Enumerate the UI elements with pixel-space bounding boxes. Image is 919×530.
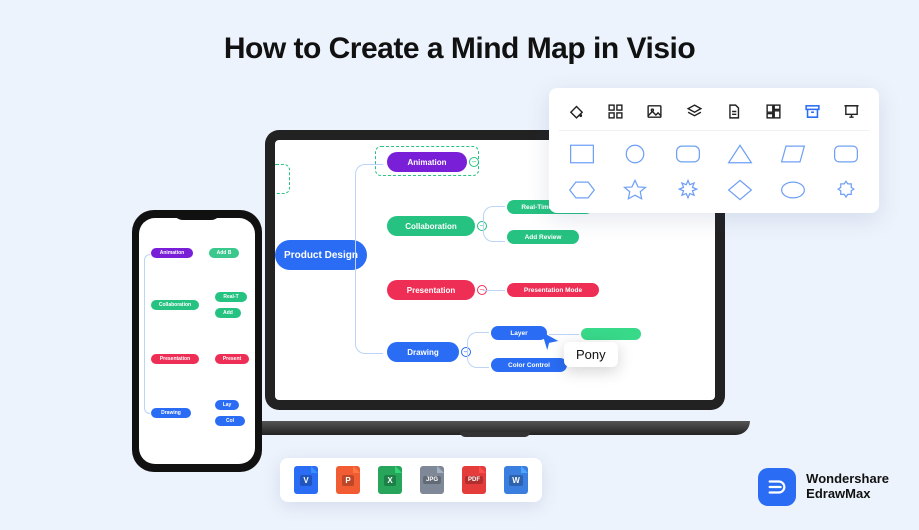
divider	[559, 130, 869, 131]
phone-notch	[173, 210, 221, 220]
phone-leaf[interactable]: Lay	[215, 400, 239, 410]
connector	[355, 164, 383, 354]
phone-leaf[interactable]: Add	[215, 308, 241, 318]
laptop-base	[240, 421, 750, 435]
file-visio-icon[interactable]: V	[294, 466, 318, 494]
brand-text: Wondershare EdrawMax	[806, 472, 889, 502]
file-pdf-icon[interactable]: PDF	[462, 466, 486, 494]
cursor-label: Pony	[564, 342, 618, 367]
brand-lockup: Wondershare EdrawMax	[758, 468, 889, 506]
connector	[483, 206, 505, 242]
branch-drawing[interactable]: Drawing	[387, 342, 459, 362]
shape-triangle[interactable]	[724, 141, 756, 167]
shape-roundrect[interactable]	[672, 141, 704, 167]
phone-canvas: Animation Add B Collaboration Real-T Add…	[139, 218, 255, 464]
archive-icon[interactable]	[802, 100, 824, 122]
cursor-icon	[539, 330, 561, 352]
file-jpg-icon[interactable]: JPG	[420, 466, 444, 494]
shape-toolbar-panel	[549, 88, 879, 213]
connector	[144, 254, 150, 414]
paint-bucket-icon[interactable]	[565, 100, 587, 122]
selection-box	[275, 164, 290, 194]
shape-burst[interactable]	[672, 177, 704, 203]
collapse-icon[interactable]	[469, 157, 479, 167]
phone-branch-collaboration[interactable]: Collaboration	[151, 300, 199, 310]
shape-roundrect-2[interactable]	[830, 141, 862, 167]
dashboard-icon[interactable]	[762, 100, 784, 122]
layers-icon[interactable]	[683, 100, 705, 122]
phone-leaf[interactable]: Add B	[209, 248, 239, 258]
shape-parallelogram[interactable]	[777, 141, 809, 167]
file-excel-icon[interactable]: X	[378, 466, 402, 494]
page-title: How to Create a Mind Map in Visio	[0, 32, 919, 66]
shape-circle[interactable]	[619, 141, 651, 167]
shape-ellipse[interactable]	[777, 177, 809, 203]
export-file-strip: V P X JPG PDF W	[280, 458, 542, 502]
leaf-add-review[interactable]: Add Review	[507, 230, 579, 244]
shape-grid	[563, 141, 865, 203]
leaf-extra[interactable]	[581, 328, 641, 340]
laptop-hinge	[460, 432, 530, 437]
file-icon[interactable]	[723, 100, 745, 122]
brand-logo-icon	[758, 468, 796, 506]
phone-branch-drawing[interactable]: Drawing	[151, 408, 191, 418]
brand-line1: Wondershare	[806, 472, 889, 487]
image-icon[interactable]	[644, 100, 666, 122]
grid-icon[interactable]	[604, 100, 626, 122]
phone-leaf[interactable]: Present	[215, 354, 249, 364]
mindmap-root[interactable]: Product Design	[275, 240, 367, 270]
phone-branch-presentation[interactable]: Presentation	[151, 354, 199, 364]
leaf-presentation-mode[interactable]: Presentation Mode	[507, 283, 599, 297]
shape-star[interactable]	[619, 177, 651, 203]
shape-hexagon[interactable]	[566, 177, 598, 203]
phone-leaf[interactable]: Real-T	[215, 292, 247, 302]
shape-rect[interactable]	[566, 141, 598, 167]
toolbar-icon-row	[563, 98, 865, 124]
phone-branch-animation[interactable]: Animation	[151, 248, 193, 258]
file-word-icon[interactable]: W	[504, 466, 528, 494]
connector	[483, 290, 505, 291]
file-ppt-icon[interactable]: P	[336, 466, 360, 494]
leaf-color-control[interactable]: Color Control	[491, 358, 567, 372]
shape-gear[interactable]	[830, 177, 862, 203]
branch-collaboration[interactable]: Collaboration	[387, 216, 475, 236]
branch-animation[interactable]: Animation	[387, 152, 467, 172]
presentation-icon[interactable]	[841, 100, 863, 122]
connector	[467, 332, 489, 368]
shape-diamond[interactable]	[724, 177, 756, 203]
branch-presentation[interactable]: Presentation	[387, 280, 475, 300]
phone-mockup: Animation Add B Collaboration Real-T Add…	[132, 210, 262, 472]
brand-line2: EdrawMax	[806, 487, 889, 502]
phone-leaf[interactable]: Col	[215, 416, 245, 426]
